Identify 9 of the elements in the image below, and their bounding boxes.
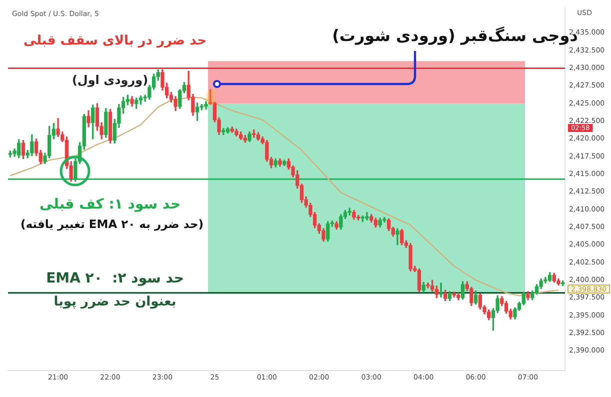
annotation: حد سود ۱: کف قبلی	[39, 196, 181, 213]
annotation: حد سود ۲: EMA ۲۰	[46, 270, 184, 287]
annotation: حد ضرر در بالای سقف قبلی	[23, 33, 207, 48]
annotation: بعنوان حد ضرر پویا	[54, 294, 176, 310]
candlestick	[426, 282, 430, 288]
candlestick	[365, 212, 369, 220]
annotation: (ورودی اول)	[72, 73, 148, 88]
candlestick	[439, 282, 443, 298]
annotation: (حد ضرر به ۲۰ EMA تغییر یافته)	[20, 216, 204, 231]
